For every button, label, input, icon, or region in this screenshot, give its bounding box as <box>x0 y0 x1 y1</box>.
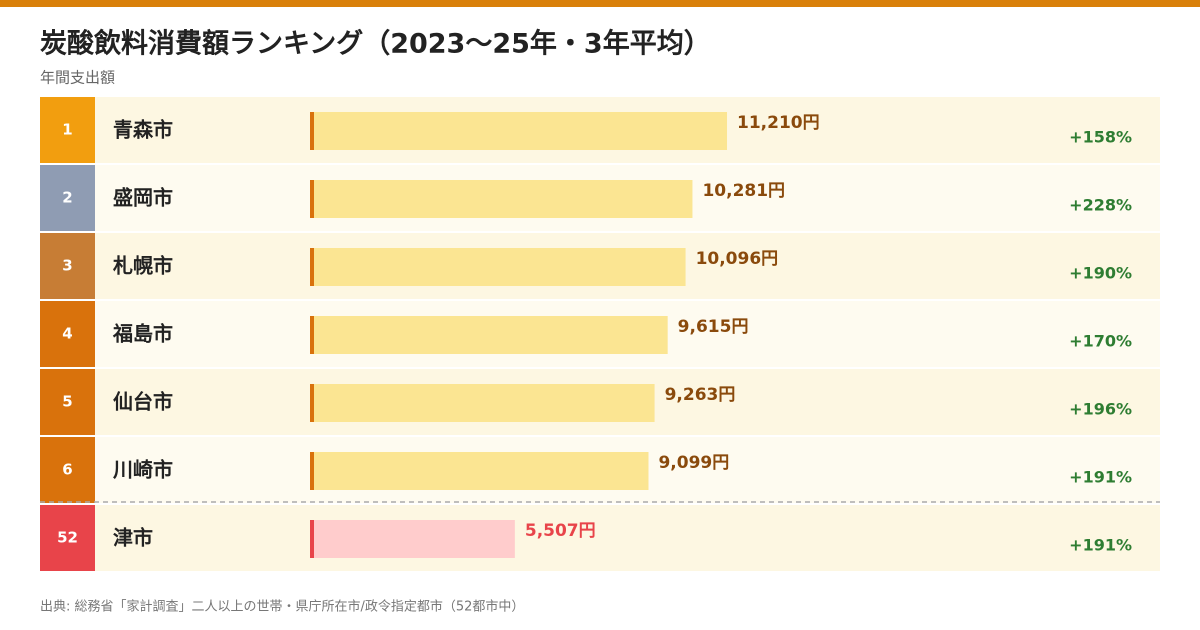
rank-label: 5 <box>62 393 72 411</box>
rank-label: 52 <box>57 529 78 547</box>
chart-subtitle: 年間支出額 <box>40 69 115 87</box>
bar-accent <box>310 452 314 490</box>
value-label: 10,281円 <box>702 181 785 201</box>
bar <box>310 520 515 558</box>
change-label: +158% <box>1069 128 1132 147</box>
bar <box>310 180 693 218</box>
value-label: 9,099円 <box>658 453 729 473</box>
city-label: 川崎市 <box>112 458 173 482</box>
rank-label: 4 <box>62 325 72 343</box>
change-label: +228% <box>1069 196 1132 215</box>
rank-badge <box>40 505 95 571</box>
value-label: 11,210円 <box>737 113 820 133</box>
bar <box>310 384 655 422</box>
change-label: +170% <box>1069 332 1132 351</box>
rank-label: 6 <box>62 461 72 479</box>
bar <box>310 112 728 150</box>
rank-badge <box>40 301 95 367</box>
bar-accent <box>310 112 314 150</box>
bar-accent <box>310 180 314 218</box>
change-label: +191% <box>1069 468 1132 487</box>
bar-accent <box>310 384 314 422</box>
change-label: +191% <box>1069 536 1132 555</box>
change-label: +196% <box>1069 400 1132 419</box>
bar-accent <box>310 520 314 558</box>
bar <box>310 248 686 286</box>
value-label: 10,096円 <box>696 249 779 269</box>
top-strip <box>0 0 1200 7</box>
rank-badge <box>40 437 95 503</box>
bar-accent <box>310 248 314 286</box>
rank-badge <box>40 233 95 299</box>
city-label: 盛岡市 <box>113 186 173 210</box>
source-note: 出典: 総務省「家計調査」二人以上の世帯・県庁所在市/政令指定都市（52都市中） <box>40 599 524 615</box>
city-label: 仙台市 <box>113 390 173 414</box>
bar <box>310 452 649 490</box>
value-label: 5,507円 <box>525 521 596 541</box>
chart-title: 炭酸飲料消費額ランキング（2023〜25年・3年平均） <box>40 28 711 60</box>
rank-label: 3 <box>62 257 72 275</box>
rank-badge <box>40 165 95 231</box>
city-label: 津市 <box>113 526 153 550</box>
bar-accent <box>310 316 314 354</box>
change-label: +190% <box>1069 264 1132 283</box>
rank-badge <box>40 97 95 163</box>
city-label: 福島市 <box>112 322 173 346</box>
row-background <box>40 505 1160 571</box>
rank-label: 2 <box>62 189 72 207</box>
value-label: 9,263円 <box>665 385 736 405</box>
value-label: 9,615円 <box>678 317 749 337</box>
city-label: 青森市 <box>113 118 173 142</box>
rank-label: 1 <box>62 121 72 139</box>
bar <box>310 316 668 354</box>
rank-badge <box>40 369 95 435</box>
city-label: 札幌市 <box>112 254 173 278</box>
